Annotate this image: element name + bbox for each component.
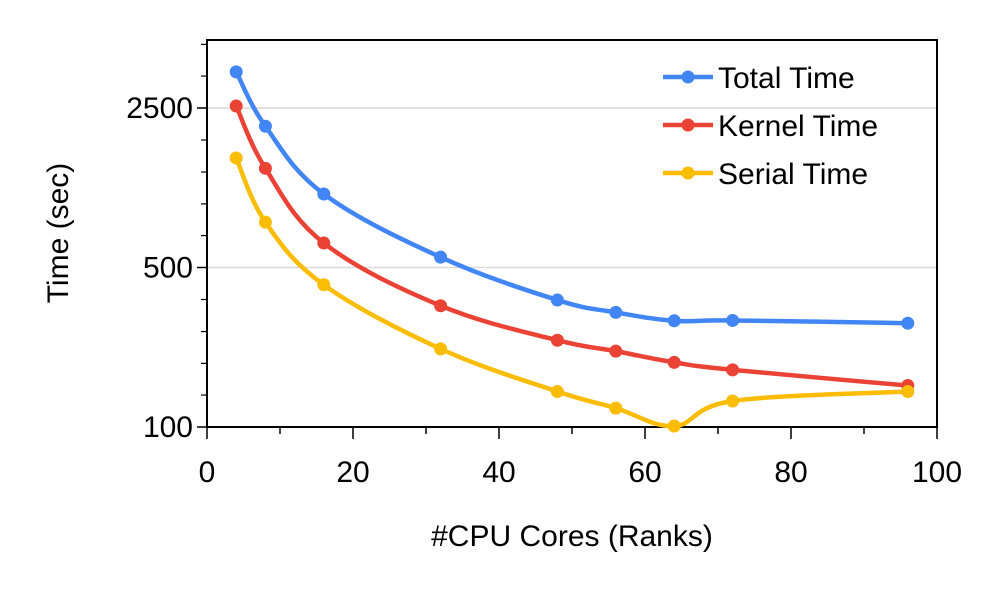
- legend: Total Time Kernel Time Serial Time: [663, 62, 878, 191]
- grid-lines: [207, 107, 937, 269]
- x-tick-label: 0: [199, 456, 216, 489]
- x-axis-label: #CPU Cores (Ranks): [431, 520, 713, 553]
- x-tick-label: 60: [628, 456, 661, 489]
- y-axis-label: Time (sec): [42, 163, 75, 304]
- y-tick-label: 100: [143, 411, 193, 444]
- series-line-kernel-time: [233, 103, 911, 388]
- legend-item-kernel-time: Kernel Time: [663, 110, 878, 143]
- data-point-total-time: [667, 314, 681, 328]
- data-point-total-time: [726, 313, 740, 327]
- legend-item-total-time: Total Time: [663, 62, 855, 95]
- data-point-total-time: [550, 293, 564, 307]
- data-point-total-time: [901, 316, 915, 330]
- data-point-kernel-time: [258, 161, 272, 175]
- series-lines: [229, 65, 915, 433]
- plot-frame: [206, 39, 938, 428]
- legend-swatch-marker: [681, 70, 695, 84]
- series-line-serial-time: [233, 155, 911, 429]
- data-point-kernel-time: [317, 236, 331, 250]
- y-tick-label: 500: [143, 252, 193, 285]
- legend-swatch-marker: [681, 166, 695, 180]
- data-point-kernel-time: [609, 344, 623, 358]
- axis-ticks: [197, 43, 938, 439]
- data-point-kernel-time: [229, 99, 243, 113]
- series-total-time: [229, 65, 915, 330]
- data-point-serial-time: [317, 278, 331, 292]
- legend-swatch-marker: [681, 118, 695, 132]
- data-point-serial-time: [229, 151, 243, 165]
- x-tick-labels: 0 20 40 60 80 100: [199, 456, 962, 489]
- data-point-serial-time: [609, 401, 623, 415]
- x-tick-label: 100: [912, 456, 962, 489]
- data-point-serial-time: [667, 419, 681, 433]
- series-kernel-time: [229, 99, 915, 393]
- data-point-serial-time: [726, 394, 740, 408]
- data-point-total-time: [609, 305, 623, 319]
- series-serial-time: [229, 151, 915, 433]
- data-point-kernel-time: [667, 355, 681, 369]
- x-tick-label: 40: [482, 456, 515, 489]
- data-point-total-time: [317, 187, 331, 201]
- y-tick-label: 2500: [126, 92, 193, 125]
- data-point-kernel-time: [434, 299, 448, 313]
- data-point-total-time: [229, 65, 243, 79]
- legend-label: Kernel Time: [718, 110, 878, 143]
- data-point-kernel-time: [550, 333, 564, 347]
- legend-item-serial-time: Serial Time: [663, 158, 868, 191]
- legend-label: Serial Time: [718, 158, 868, 191]
- data-point-serial-time: [434, 342, 448, 356]
- x-tick-label: 20: [336, 456, 369, 489]
- data-point-serial-time: [550, 385, 564, 399]
- data-point-serial-time: [258, 215, 272, 229]
- data-point-kernel-time: [726, 363, 740, 377]
- legend-label: Total Time: [718, 62, 855, 95]
- data-point-total-time: [258, 119, 272, 133]
- data-point-total-time: [434, 250, 448, 264]
- x-tick-label: 80: [774, 456, 807, 489]
- data-point-serial-time: [901, 385, 915, 399]
- y-tick-labels: 100 500 2500: [126, 92, 193, 444]
